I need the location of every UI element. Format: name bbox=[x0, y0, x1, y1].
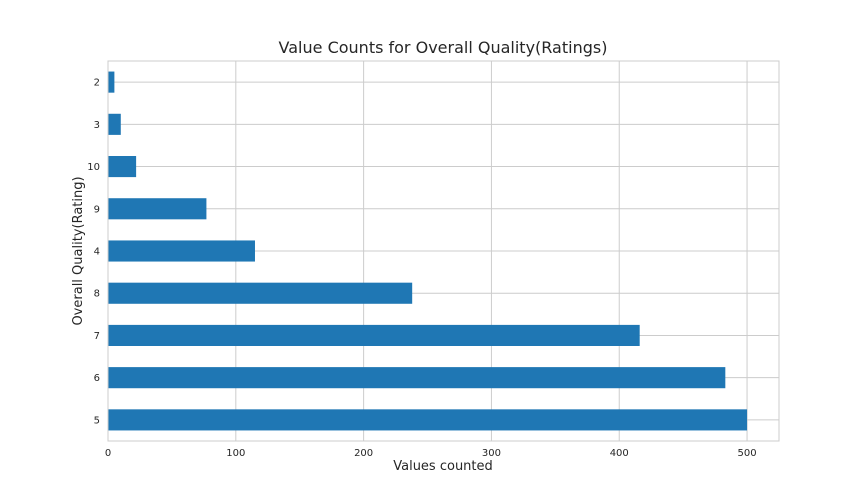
x-axis-label: Values counted bbox=[393, 459, 493, 474]
y-axis-label: Overall Quality(Rating) bbox=[71, 176, 86, 325]
y-tick-label: 3 bbox=[94, 120, 100, 131]
x-tick-label: 0 bbox=[105, 448, 111, 459]
bar-rating-2 bbox=[108, 71, 115, 93]
bar-rating-3 bbox=[108, 113, 121, 135]
bar-rating-7 bbox=[108, 324, 640, 346]
bar-rating-6 bbox=[108, 367, 726, 389]
bar-rating-5 bbox=[108, 409, 748, 431]
bar-rating-8 bbox=[108, 282, 413, 304]
y-tick-label: 5 bbox=[94, 415, 100, 426]
bar-rating-10 bbox=[108, 156, 137, 178]
x-tick-label: 300 bbox=[482, 448, 501, 459]
plot-frame bbox=[107, 60, 780, 442]
x-tick-label: 500 bbox=[738, 448, 757, 459]
y-tick-label: 7 bbox=[94, 331, 100, 342]
y-axis-ticks: 5 6 7 8 4 9 10 3 2 bbox=[87, 78, 100, 427]
bars bbox=[108, 71, 748, 431]
y-tick-label: 4 bbox=[94, 247, 100, 258]
x-tick-label: 200 bbox=[354, 448, 373, 459]
y-tick-label: 8 bbox=[94, 289, 100, 300]
x-tick-label: 100 bbox=[226, 448, 245, 459]
y-tick-label: 2 bbox=[94, 78, 100, 89]
x-tick-label: 400 bbox=[610, 448, 629, 459]
y-tick-label: 6 bbox=[94, 373, 100, 384]
bar-rating-9 bbox=[108, 198, 207, 220]
y-tick-label: 9 bbox=[94, 204, 100, 215]
chart-title: Value Counts for Overall Quality(Ratings… bbox=[279, 38, 608, 57]
y-tick-label: 10 bbox=[87, 162, 100, 173]
x-axis-ticks: 0 100 200 300 400 500 bbox=[105, 448, 757, 459]
bar-rating-4 bbox=[108, 240, 255, 262]
